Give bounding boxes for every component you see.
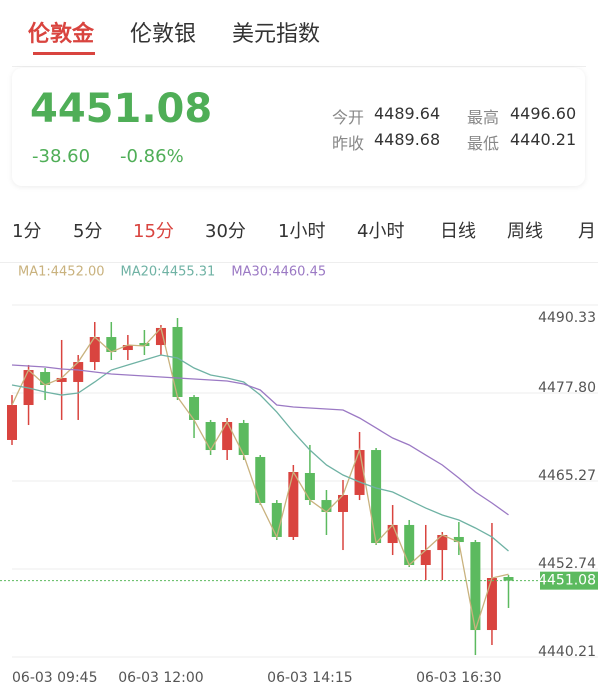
last-price-label: 4451.08 [538, 573, 596, 589]
candle-body [271, 502, 282, 537]
stat-label: 最高 [467, 108, 500, 127]
candle-body [371, 450, 382, 544]
candle-body [486, 577, 497, 631]
period-tab[interactable]: 30分 [205, 221, 246, 242]
candle-body [470, 542, 481, 631]
legend-entry: MA1:4452.00 [18, 265, 105, 280]
x-tick-label: 06-03 16:30 [416, 670, 501, 686]
candle-body [40, 372, 51, 385]
candle-body [321, 500, 332, 512]
candle-body [139, 342, 150, 347]
candle-body [503, 577, 514, 581]
candle-body [404, 524, 415, 565]
period-tab[interactable]: 日线 [440, 221, 476, 242]
candle-body [288, 472, 299, 537]
candle-body [420, 550, 431, 565]
change-pct: -0.86% [120, 146, 184, 167]
tab-underline [33, 52, 95, 55]
price: 4451.08 [30, 86, 213, 132]
y-tick-label: 4440.21 [538, 644, 596, 660]
tab[interactable]: 美元指数 [232, 22, 321, 47]
candle-body [189, 397, 200, 420]
stat-label: 今开 [332, 108, 365, 127]
candle-body [354, 450, 365, 495]
x-tick-label: 06-03 12:00 [118, 670, 203, 686]
ma-line [11, 364, 509, 516]
candle-body [387, 524, 398, 544]
stat-value: 4440.21 [510, 130, 577, 149]
candle-body [238, 422, 249, 456]
period-tab[interactable]: 周线 [507, 221, 543, 242]
candle-body [338, 494, 348, 512]
tab[interactable]: 伦敦银 [130, 22, 197, 47]
candle-body [453, 536, 464, 543]
candle-body [7, 405, 17, 440]
y-tick-label: 4465.27 [538, 468, 596, 484]
y-tick-label: 4490.33 [538, 310, 596, 326]
y-tick-label: 4452.74 [538, 556, 596, 572]
candle-body [56, 377, 67, 382]
stat-value: 4489.64 [374, 104, 441, 123]
divider [0, 262, 598, 263]
period-tab[interactable]: 5分 [73, 221, 103, 242]
period-tab[interactable]: 1小时 [278, 221, 326, 242]
quote-card [12, 68, 585, 186]
stat-value: 4496.60 [510, 104, 577, 123]
candle-body [222, 422, 233, 451]
ma-line [11, 354, 509, 552]
candle-body [255, 456, 266, 503]
tab-active[interactable]: 伦敦金 [28, 22, 95, 47]
ma-line [11, 326, 509, 631]
x-tick-label: 06-03 09:45 [12, 670, 97, 686]
stat-value: 4489.68 [374, 130, 441, 149]
stat-label: 昨收 [332, 134, 365, 153]
legend-entry: MA20:4455.31 [121, 265, 216, 280]
period-tab[interactable]: 4小时 [357, 221, 405, 242]
x-tick-label: 06-03 14:15 [267, 670, 352, 686]
change: -38.60 [32, 146, 91, 167]
candle-body [155, 327, 166, 346]
kline-chart: 4490.33 4477.80 4465.27 4452.74 4440.21 MA1:4… [0, 265, 598, 686]
candle-body [437, 535, 448, 551]
stat-label: 最低 [467, 134, 500, 153]
period-tab-active[interactable]: 15分 [133, 221, 174, 242]
candle-body [172, 326, 183, 398]
y-tick-label: 4477.80 [538, 380, 596, 396]
candle-body [304, 472, 315, 501]
divider [12, 66, 586, 67]
candle-body [89, 337, 100, 363]
candle-body [205, 422, 216, 451]
last-price-box [540, 571, 598, 590]
period-tab[interactable]: 月 [578, 221, 596, 242]
candle-body [122, 345, 133, 351]
period-tab[interactable]: 1分 [12, 221, 42, 242]
candle-body [106, 337, 117, 352]
legend-entry: MA30:4460.45 [231, 265, 326, 280]
candle-body [73, 362, 84, 382]
